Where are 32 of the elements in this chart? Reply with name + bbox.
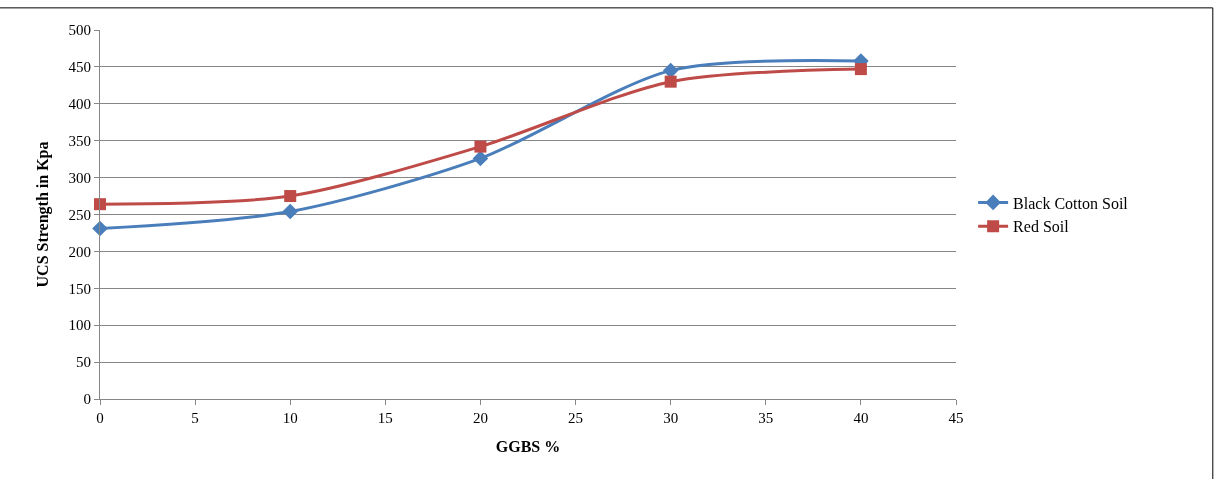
point <box>92 220 108 237</box>
point <box>94 198 106 211</box>
y-tick-label: 500 <box>68 22 91 39</box>
y-tick-label: 400 <box>68 96 91 113</box>
point <box>854 63 867 76</box>
x-tick-label: 30 <box>663 410 679 426</box>
y-tick-label: 150 <box>68 280 91 297</box>
x-tick-label: 40 <box>853 410 869 426</box>
x-tick-label: 10 <box>282 410 298 426</box>
y-tick-label: 100 <box>68 317 91 334</box>
y-axis-title: UCS Strength in Kpa <box>34 141 53 288</box>
x-tick-label: 25 <box>568 410 584 426</box>
x-tick-label: 45 <box>948 410 964 426</box>
x-tick-label: 5 <box>191 410 199 426</box>
point <box>282 203 299 220</box>
y-tick-label: 250 <box>68 206 91 223</box>
x-tick-label: 15 <box>377 410 393 426</box>
y-tick-label: 350 <box>68 132 91 149</box>
legend-label: Red Soil <box>1013 218 1070 236</box>
y-tick-label: 300 <box>68 169 91 186</box>
x-tick-label: 35 <box>758 410 774 426</box>
legend-label: Black Cotton Soil <box>1013 194 1129 212</box>
y-tick-label: 50 <box>76 354 91 371</box>
point <box>284 190 297 203</box>
point <box>664 75 677 88</box>
x-tick-label: 0 <box>96 410 104 426</box>
y-tick-label: 450 <box>68 59 91 76</box>
x-tick-label: 20 <box>472 410 488 426</box>
x-axis-title: GGBS % <box>495 437 561 455</box>
point <box>474 140 487 153</box>
y-tick-label: 200 <box>68 243 91 260</box>
y-tick-label: 0 <box>83 391 91 408</box>
